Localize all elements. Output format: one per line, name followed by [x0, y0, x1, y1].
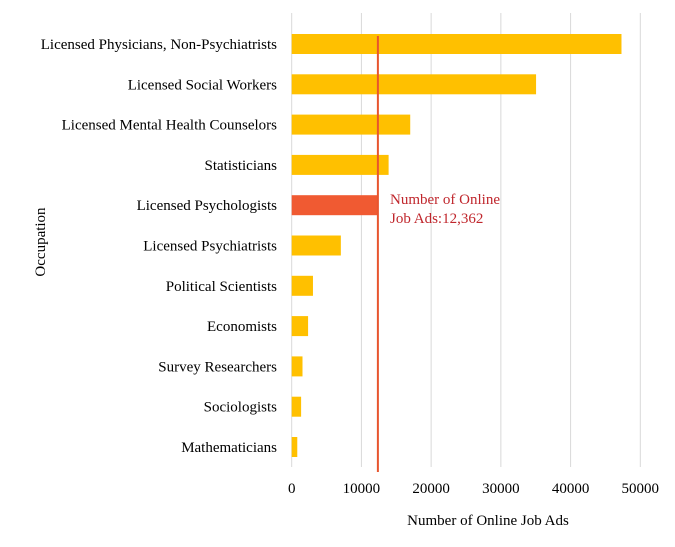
bar-8 [291, 356, 303, 377]
y-tick-label: Licensed Physicians, Non-Psychiatrists [41, 37, 277, 53]
y-tick-label: Licensed Social Workers [128, 77, 277, 93]
bar-4 [291, 195, 378, 216]
y-tick-label: Licensed Mental Health Counselors [62, 118, 278, 134]
x-tick-label: 30000 [482, 481, 520, 497]
reference-label-line2: Job Ads:12,362 [390, 211, 483, 227]
bar-5 [291, 235, 341, 256]
reference-label-line1: Number of Online [390, 192, 500, 208]
x-tick-label: 40000 [552, 481, 590, 497]
bar-2 [291, 114, 411, 135]
bar-6 [291, 275, 313, 296]
y-tick-label: Statisticians [205, 158, 278, 174]
bar-0 [291, 34, 622, 54]
bar-1 [291, 74, 537, 95]
bar-9 [291, 396, 302, 417]
y-tick-label: Licensed Psychiatrists [143, 239, 277, 255]
x-tick-label: 10000 [343, 481, 381, 497]
y-tick-label: Economists [207, 319, 277, 335]
bar-3 [291, 154, 389, 175]
y-tick-label: Licensed Psychologists [137, 198, 278, 214]
y-tick-label: Survey Researchers [158, 359, 277, 375]
x-tick-label: 20000 [412, 481, 450, 497]
y-axis-title: Occupation [33, 207, 49, 277]
x-axis-title: Number of Online Job Ads [407, 513, 569, 529]
x-tick-label: 50000 [622, 481, 660, 497]
x-tick-label: 0 [288, 481, 296, 497]
y-tick-label: Sociologists [204, 400, 278, 416]
y-tick-label: Mathematicians [181, 440, 277, 456]
y-tick-label: Political Scientists [166, 279, 277, 295]
bar-7 [291, 316, 309, 337]
bar-10 [291, 437, 298, 457]
